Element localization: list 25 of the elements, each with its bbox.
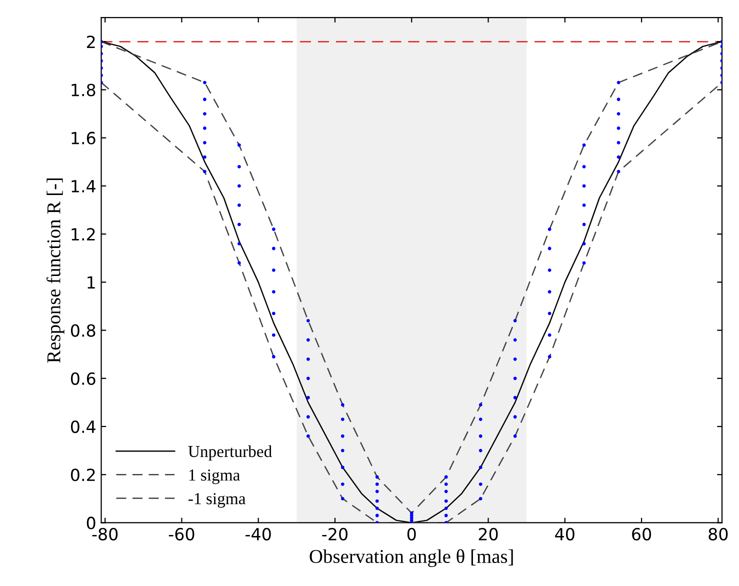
x-tick-label: 20	[478, 528, 498, 540]
y-tick-label: 0	[86, 516, 96, 530]
y-tick-label: 1.4	[72, 180, 96, 192]
legend-label: Unperturbed	[188, 445, 272, 461]
y-tick-label: 0.8	[70, 324, 96, 337]
x-tick-label: 60	[632, 528, 652, 540]
legend-label: -1 sigma	[188, 493, 246, 508]
y-tick-label: 0.2	[70, 468, 95, 482]
x-tick-label: -40	[246, 528, 271, 540]
y-axis-title: Response function R [-]	[46, 178, 64, 363]
y-tick-label: 2	[87, 36, 95, 48]
x-tick-label: 0	[407, 528, 416, 540]
y-tick-label: 1	[88, 276, 95, 289]
y-tick-label: 0.6	[70, 372, 96, 385]
y-tick-label: 1.8	[72, 84, 96, 96]
legend-label: 1 sigma	[189, 469, 240, 484]
x-tick-label: -20	[322, 528, 348, 540]
y-tick-label: 1.2	[72, 228, 95, 240]
x-axis-title: Observation angle θ [mas]	[310, 549, 513, 568]
x-tick-label: -80	[92, 528, 118, 540]
y-tick-label: 0.4	[70, 420, 96, 434]
y-tick-label: 1.6	[72, 132, 96, 144]
x-tick-label: 80	[708, 528, 728, 540]
x-tick-label: -60	[168, 528, 194, 540]
x-tick-label: 40	[555, 528, 574, 540]
